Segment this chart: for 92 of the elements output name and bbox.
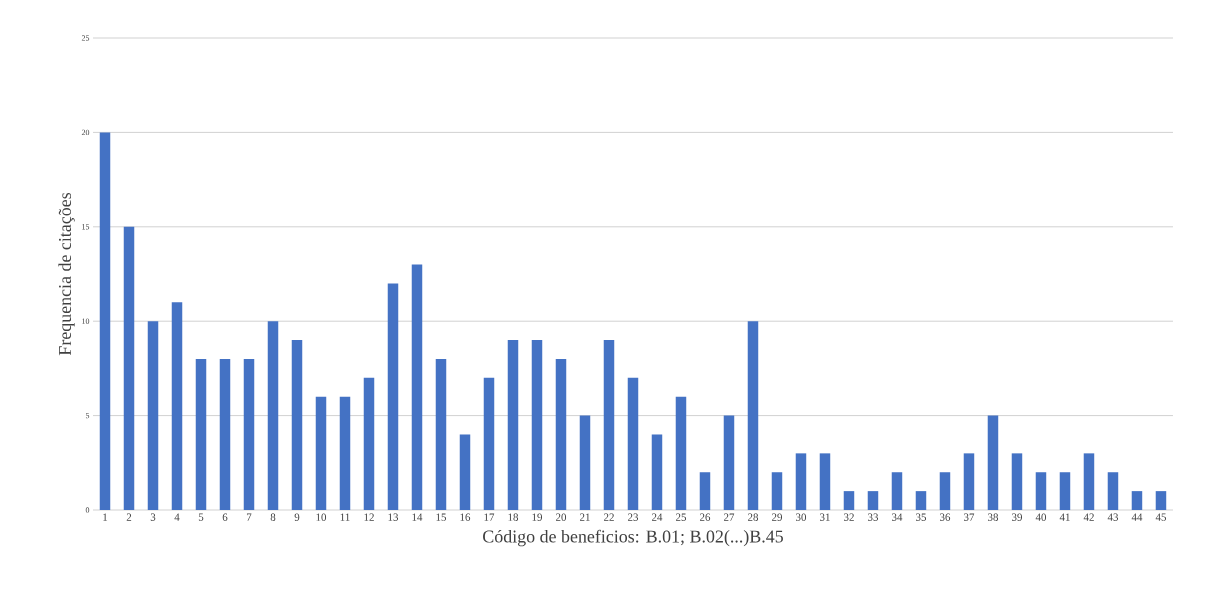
bar (915, 491, 927, 510)
x-tick-label: 17 (484, 513, 495, 521)
x-tick-label: 6 (222, 513, 228, 521)
bar (1107, 472, 1119, 510)
bar (195, 358, 207, 510)
x-tick-label: 39 (1012, 513, 1023, 521)
bar (819, 453, 831, 510)
bar (123, 226, 135, 510)
bar (267, 321, 279, 510)
x-tick-label: 45 (1155, 513, 1167, 521)
bar (627, 377, 639, 510)
bar (651, 434, 663, 510)
x-tick-label: 12 (364, 513, 374, 521)
bar (1083, 453, 1095, 510)
x-tick-label: 43 (1107, 513, 1119, 521)
bar (99, 132, 111, 510)
bar (1011, 453, 1023, 510)
x-tick-label: 34 (892, 513, 903, 521)
x-tick-label: 30 (796, 513, 807, 521)
bar (771, 472, 783, 510)
bar (387, 283, 399, 510)
bar (219, 358, 231, 510)
bar (171, 302, 183, 510)
bar (291, 340, 303, 510)
x-tick-label: 18 (508, 513, 519, 521)
x-tick-label: 27 (723, 513, 735, 521)
x-tick-label: 24 (651, 513, 663, 521)
x-tick-label: 25 (675, 513, 687, 521)
bar (435, 358, 447, 510)
bar (315, 396, 327, 510)
bar (747, 321, 759, 510)
x-tick-label: 21 (579, 513, 590, 521)
bar (675, 396, 687, 510)
bar (867, 491, 879, 510)
bar (843, 491, 855, 510)
bar (1035, 472, 1047, 510)
bar (555, 358, 567, 510)
x-tick-label: 42 (1083, 513, 1094, 521)
x-tick-label: 3 (150, 513, 156, 521)
bar (891, 472, 903, 510)
bar (699, 472, 711, 510)
x-tick-label: 5 (198, 513, 204, 521)
x-tick-label: 31 (820, 513, 830, 521)
x-tick-label: 20 (555, 513, 567, 521)
bar (963, 453, 975, 510)
bar (1155, 491, 1167, 510)
x-tick-label: 11 (340, 513, 350, 521)
bar (459, 434, 471, 510)
x-tick-label: 13 (388, 513, 399, 521)
bar (531, 340, 543, 510)
bar (483, 377, 495, 510)
x-axis-title: Código de beneficios: B.01; B.02(...)B.45 (483, 529, 783, 547)
x-tick-label: 10 (316, 513, 327, 521)
x-tick-label: 15 (436, 513, 447, 521)
x-tick-label: 9 (294, 513, 300, 521)
x-tick-label: 29 (771, 513, 783, 521)
x-tick-label: 28 (747, 513, 759, 521)
bar (147, 321, 159, 510)
bar (507, 340, 519, 510)
x-tick-label: 19 (532, 513, 543, 521)
x-tick-label: 8 (270, 513, 276, 521)
bar (411, 264, 423, 510)
bar (579, 415, 591, 510)
x-tick-label: 33 (868, 513, 879, 521)
x-tick-label: 16 (460, 513, 471, 521)
x-tick-label: 40 (1035, 513, 1047, 521)
y-axis-title: Frequencia de citações (58, 192, 75, 356)
bar (603, 340, 615, 510)
x-tick-label: 14 (412, 513, 423, 521)
x-tick-label: 7 (246, 513, 252, 521)
bar (795, 453, 807, 510)
x-tick-label: 22 (603, 513, 614, 521)
bar (363, 377, 375, 510)
bar (1059, 472, 1071, 510)
x-tick-label: 23 (627, 513, 639, 521)
x-tick-label: 2 (126, 513, 132, 521)
x-tick-label: 37 (964, 513, 975, 521)
bar (243, 358, 255, 510)
x-tick-label: 36 (940, 513, 951, 521)
bar (339, 396, 351, 510)
bar (939, 472, 951, 510)
x-tick-label: 4 (174, 513, 180, 521)
x-tick-label: 35 (916, 513, 927, 521)
bar (987, 415, 999, 510)
x-tick-label: 1 (103, 513, 108, 521)
bar (1131, 491, 1143, 510)
bar (723, 415, 735, 510)
x-tick-label: 32 (844, 513, 854, 521)
x-tick-label: 41 (1059, 513, 1070, 521)
x-tick-label: 38 (988, 513, 999, 521)
x-tick-label: 44 (1131, 513, 1143, 521)
x-tick-label: 26 (699, 513, 711, 521)
